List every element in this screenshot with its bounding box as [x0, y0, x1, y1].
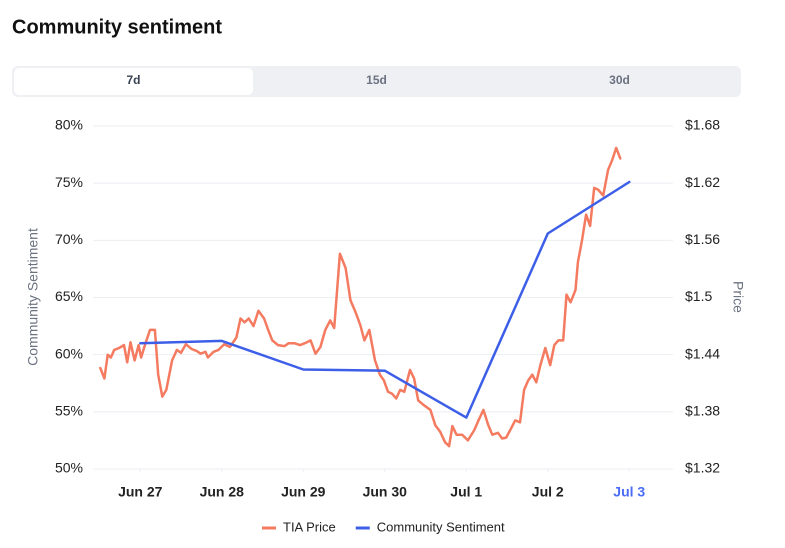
y2-tick-label: $1.5	[685, 288, 712, 304]
y-tick-label: 55%	[55, 403, 83, 419]
y2-tick-label: $1.68	[685, 117, 720, 133]
y-axis-title: Community Sentiment	[25, 228, 41, 366]
tab-label[interactable]: 7d	[126, 73, 140, 87]
tab-label[interactable]: 30d	[609, 73, 630, 87]
y2-tick-label: $1.44	[685, 345, 720, 361]
x-tick-label: Jun 28	[200, 484, 245, 500]
tab-selected[interactable]	[14, 68, 253, 95]
legend-label: TIA Price	[283, 519, 336, 534]
y2-tick-label: $1.38	[685, 403, 720, 419]
x-tick-label: Jun 30	[363, 484, 408, 500]
y-tick-label: 80%	[55, 117, 83, 133]
x-tick-label: Jul 3	[613, 484, 645, 500]
series-line	[99, 146, 622, 448]
y2-tick-label: $1.32	[685, 460, 720, 476]
chart-title: Community sentiment	[12, 16, 222, 38]
y2-tick-label: $1.62	[685, 174, 720, 190]
x-tick-label: Jul 1	[450, 484, 482, 500]
legend-label: Community Sentiment	[377, 519, 505, 534]
series-line	[139, 180, 631, 419]
y-tick-label: 70%	[55, 231, 83, 247]
y-tick-label: 60%	[55, 345, 83, 361]
x-tick-label: Jul 2	[532, 484, 564, 500]
y-tick-label: 50%	[55, 460, 83, 476]
y2-tick-label: $1.56	[685, 231, 720, 247]
x-tick-label: Jun 27	[118, 484, 163, 500]
tab-label[interactable]: 15d	[366, 73, 387, 87]
y2-axis-title: Price	[730, 281, 746, 313]
x-tick-label: Jun 29	[281, 484, 326, 500]
y-tick-label: 75%	[55, 174, 83, 190]
y-tick-label: 65%	[55, 288, 83, 304]
